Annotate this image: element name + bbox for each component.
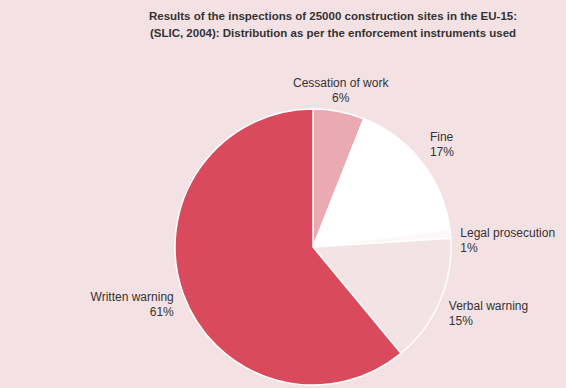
svg-text:Legal prosecution1%: Legal prosecution1% xyxy=(460,226,555,255)
svg-text:Written warning61%: Written warning61% xyxy=(91,290,174,319)
html-text:Results of the inspections of: Results of the inspections of 25000 cons… xyxy=(149,10,517,22)
svg-text:Cessation of work6%: Cessation of work6% xyxy=(293,76,389,105)
svg-text:Verbal warning15%: Verbal warning15% xyxy=(449,299,528,328)
html-text:(SLIC, 2004): Distribution as: (SLIC, 2004): Distribution as per the en… xyxy=(149,27,517,39)
svg-text:Fine17%: Fine17% xyxy=(430,130,454,159)
